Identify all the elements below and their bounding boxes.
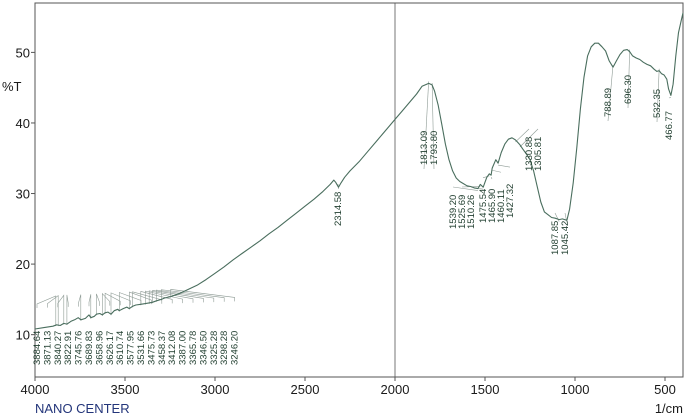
peak-label: 2314.58 xyxy=(333,192,344,226)
peak-leader xyxy=(482,175,490,179)
x-tick-label: 2000 xyxy=(381,382,410,397)
peak-label: 3298.28 xyxy=(219,331,230,365)
peak-label: 1813.09 xyxy=(419,131,430,165)
peak-label: 3246.20 xyxy=(230,331,241,365)
peak-leader xyxy=(96,293,100,316)
peak-label: 3840.27 xyxy=(53,331,64,365)
peak-label: 1427.32 xyxy=(505,184,516,218)
peak-leader xyxy=(57,294,65,325)
peak-leader xyxy=(515,128,530,143)
y-tick-label: 20 xyxy=(16,257,30,272)
x-tick-label: 3500 xyxy=(111,382,140,397)
peak-leader xyxy=(161,289,225,302)
y-axis-label: %T xyxy=(2,79,22,94)
peak-leader xyxy=(88,294,92,319)
peak-label: 1087.85 xyxy=(550,221,561,255)
peak-leader xyxy=(36,295,57,327)
peak-label: 1475.54 xyxy=(478,189,489,223)
peak-label: 3412.08 xyxy=(167,331,178,365)
peak-label: 3325.28 xyxy=(209,331,220,365)
plot-frame xyxy=(34,2,684,378)
peak-label: 3822.91 xyxy=(63,331,74,365)
peak-leader xyxy=(102,292,111,316)
peak-leader xyxy=(668,96,672,99)
x-tick-label: 4000 xyxy=(21,382,50,397)
peak-label: 1539.20 xyxy=(448,195,459,229)
y-tick-label: 10 xyxy=(16,328,30,343)
peak-label: 696.30 xyxy=(623,75,634,104)
y-tick-label: 30 xyxy=(16,187,30,202)
peak-label: 466.77 xyxy=(664,111,675,140)
peak-label: 3626.17 xyxy=(105,331,116,365)
y-tick-label: 50 xyxy=(16,45,30,60)
peak-label: 532.35 xyxy=(652,89,663,118)
peak-label: 3658.96 xyxy=(94,331,105,365)
peak-leader xyxy=(431,82,435,170)
peak-leader xyxy=(564,212,568,223)
peak-label: 3884.64 xyxy=(32,331,43,365)
peak-label: 1045.42 xyxy=(560,221,571,255)
peak-label: 3689.83 xyxy=(84,331,95,365)
peak-leader xyxy=(656,68,660,123)
peak-leader xyxy=(423,81,429,170)
x-axis-unit: 1/cm xyxy=(655,401,683,416)
peak-leader xyxy=(66,294,69,325)
peak-label: 1330.88 xyxy=(524,137,535,171)
peak-label: 1465.90 xyxy=(487,189,498,223)
axis-ticks: 4000 3500 3000 2500 2000 1500 1000 500 10 20 30 40 5… xyxy=(16,45,676,397)
x-tick-label: 3000 xyxy=(201,382,230,397)
peak-leader xyxy=(554,212,560,222)
peak-label: 788.89 xyxy=(603,88,614,117)
peak-label: 1793.80 xyxy=(429,131,440,165)
peak-label: 3531.66 xyxy=(136,331,147,365)
peak-label: 3387.00 xyxy=(178,331,189,365)
peak-leader xyxy=(452,186,478,191)
peak-label: 3346.50 xyxy=(198,331,209,365)
footer-brand: NANO CENTER xyxy=(35,401,130,416)
peak-leader xyxy=(156,289,215,303)
peak-label: 3577.95 xyxy=(126,331,137,365)
peak-label: 3610.74 xyxy=(115,331,126,365)
peak-leader xyxy=(519,128,539,148)
peak-leader xyxy=(490,176,493,180)
peak-label: 1510.26 xyxy=(466,195,477,229)
y-tick-label: 40 xyxy=(16,116,30,131)
peak-label: 1460.11 xyxy=(496,189,507,223)
peak-label: 3458.37 xyxy=(157,331,168,365)
peak-label: 3871.13 xyxy=(42,331,53,365)
peak-leader xyxy=(47,295,59,327)
peak-leader xyxy=(148,290,194,304)
peak-leader xyxy=(145,290,183,305)
x-tick-label: 500 xyxy=(654,382,676,397)
peak-leader xyxy=(492,169,502,173)
peak-label: 3365.78 xyxy=(188,331,199,365)
peak-leader xyxy=(170,289,235,302)
peak-leader xyxy=(627,49,630,109)
peak-leader xyxy=(498,164,511,168)
peak-leader xyxy=(104,292,121,314)
peak-label: 1305.81 xyxy=(533,137,544,171)
peak-leader xyxy=(132,291,163,308)
x-tick-label: 1500 xyxy=(471,382,500,397)
peak-leaders xyxy=(36,49,672,327)
peak-label: 3475.73 xyxy=(146,331,157,365)
peak-leader xyxy=(110,292,131,316)
peak-leader xyxy=(78,294,82,321)
transmittance-line xyxy=(34,12,684,330)
peak-labels: 3884.64 3871.13 3840.27 3822.91 3745.76 3689.… xyxy=(32,75,675,365)
peak-leader xyxy=(607,65,614,122)
peak-label: 3745.76 xyxy=(74,331,85,365)
x-tick-label: 1000 xyxy=(561,382,590,397)
peak-label: 1525.69 xyxy=(457,195,468,229)
x-tick-label: 2500 xyxy=(291,382,320,397)
